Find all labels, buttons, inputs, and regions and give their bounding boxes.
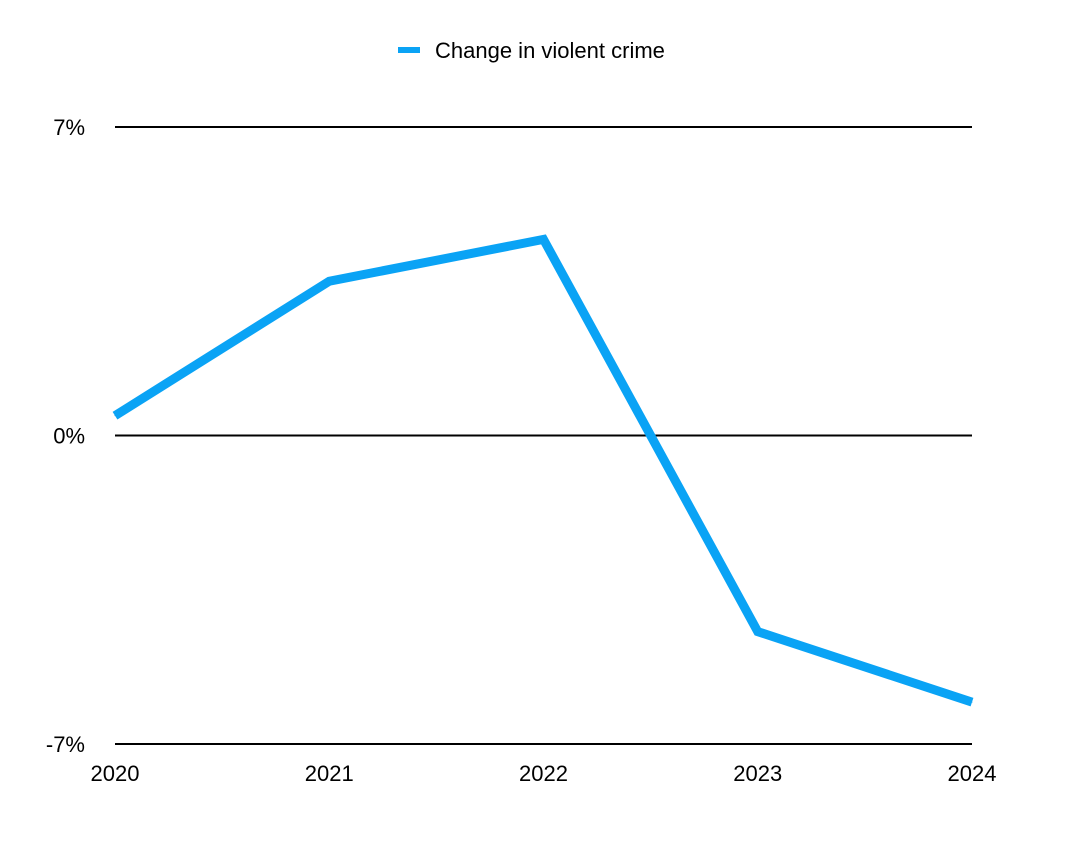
data-point [114,415,116,417]
data-point [328,280,330,282]
x-axis-tick-labels: 2020 2021 2022 2023 2024 [91,761,997,786]
y-tick-label: 0% [53,424,85,449]
x-tick-label: 2024 [948,761,997,786]
y-axis-tick-labels: 7% 0% -7% [46,115,85,757]
data-point [543,238,544,240]
series-layer [112,234,974,707]
x-tick-label: 2021 [305,761,354,786]
data-point [757,631,759,633]
y-tick-label: -7% [46,732,85,757]
gridlines [115,126,972,745]
series-line-0 [112,234,974,707]
legend-label: Change in violent crime [435,38,665,63]
x-tick-label: 2023 [733,761,782,786]
y-tick-label: 7% [53,115,85,140]
x-tick-label: 2022 [519,761,568,786]
legend: Change in violent crime [398,38,665,63]
data-point [971,701,973,703]
x-tick-label: 2020 [91,761,140,786]
